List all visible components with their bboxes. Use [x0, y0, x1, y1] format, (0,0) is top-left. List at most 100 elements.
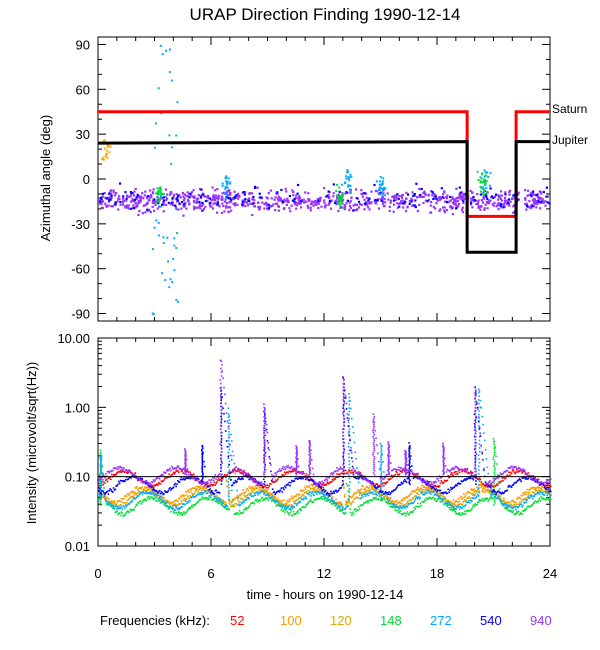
intensity-point-272khz [134, 498, 137, 500]
intensity-point-100khz [319, 488, 322, 490]
intensity-point-100khz [509, 501, 511, 504]
intensity-point-52khz [221, 478, 224, 480]
azimuth-point-940khz [279, 199, 282, 202]
intensity-point-272khz [115, 505, 117, 507]
intensity-point-540khz [180, 476, 183, 479]
intensity-point-148khz [157, 499, 159, 502]
intensity-point-272khz [351, 426, 354, 428]
azimuth-point-940khz [267, 208, 270, 211]
intensity-point-52khz [357, 473, 360, 476]
intensity-point-272khz [541, 491, 543, 494]
intensity-point-272khz [166, 505, 169, 508]
intensity-point-100khz [176, 500, 178, 502]
intensity-point-540khz [456, 483, 459, 485]
intensity-point-120khz [397, 506, 400, 508]
intensity-point-148khz [100, 457, 103, 460]
intensity-point-540khz [173, 484, 176, 486]
intensity-point-148khz [358, 508, 361, 511]
intensity-point-120khz [428, 490, 430, 493]
intensity-point-120khz [273, 498, 276, 501]
intensity-point-148khz [493, 469, 496, 472]
intensity-point-148khz [435, 500, 437, 503]
azimuth-point-940khz [460, 208, 464, 211]
azimuth-point-940khz [195, 197, 198, 200]
intensity-point-272khz [99, 474, 101, 477]
intensity-point-120khz [522, 498, 524, 501]
intensity-point-52khz [272, 481, 275, 483]
intensity-point-52khz [302, 470, 304, 473]
intensity-point-540khz [516, 479, 519, 482]
azimuth-point-940khz [307, 199, 311, 203]
intensity-point-272khz [125, 505, 128, 508]
azimuth-point-940khz [180, 207, 183, 210]
intensity-point-272khz [320, 491, 323, 494]
azimuth-point-940khz [486, 202, 490, 205]
intensity-point-100khz [537, 487, 540, 489]
intensity-point-148khz [340, 510, 343, 512]
azimuth-point-940khz [365, 201, 368, 204]
azimuth-point-272khz [176, 232, 179, 235]
intensity-point-52khz [386, 480, 389, 483]
intensity-point-272khz [370, 492, 372, 494]
intensity-point-540khz [196, 477, 198, 480]
intensity-point-272khz [177, 508, 179, 511]
intensity-point-52khz [162, 480, 164, 482]
intensity-point-540khz [343, 390, 346, 392]
intensity-point-120khz [264, 491, 267, 493]
intensity-point-100khz [264, 488, 266, 491]
intensity-point-52khz [496, 483, 498, 485]
intensity-point-148khz [197, 500, 200, 502]
azimuth-point-540khz [130, 207, 133, 210]
intensity-point-52khz [350, 469, 353, 472]
intensity-point-540khz [224, 420, 226, 423]
intensity-point-148khz [388, 502, 390, 505]
intensity-point-540khz [343, 397, 345, 399]
intensity-point-272khz [448, 501, 450, 504]
intensity-point-148khz [99, 471, 102, 474]
intensity-point-120khz [379, 492, 382, 494]
intensity-point-272khz [224, 506, 226, 509]
intensity-point-540khz [193, 477, 196, 479]
azimuth-point-940khz [181, 191, 184, 195]
azimuth-point-940khz [214, 199, 217, 202]
azimuth-point-940khz [422, 201, 425, 205]
intensity-point-120khz [356, 496, 358, 499]
azimuth-point-940khz [348, 201, 351, 204]
intensity-point-100khz [452, 499, 455, 502]
intensity-point-272khz [460, 507, 463, 509]
intensity-point-120khz [256, 490, 258, 493]
intensity-point-272khz [336, 502, 338, 505]
azimuth-point-940khz [141, 192, 144, 195]
intensity-point-272khz [361, 494, 363, 497]
azimuth-point-940khz [214, 194, 218, 197]
azimuth-point-940khz [135, 197, 138, 201]
azimuth-point-940khz [483, 208, 486, 211]
intensity-point-540khz [162, 493, 164, 496]
intensity-point-148khz [144, 498, 146, 500]
intensity-point-148khz [335, 504, 337, 507]
azimuth-point-940khz [443, 206, 446, 209]
azimuth-point-940khz [438, 209, 441, 212]
intensity-point-272khz [549, 494, 551, 497]
intensity-point-272khz [149, 493, 151, 495]
intensity-point-272khz [189, 500, 191, 502]
azimuth-point-940khz [374, 201, 377, 204]
intensity-point-120khz [470, 497, 472, 499]
intensity-point-100khz [526, 488, 529, 491]
intensity-point-540khz [201, 466, 204, 468]
intensity-point-540khz [220, 415, 222, 418]
intensity-point-100khz [237, 496, 240, 499]
azimuth-point-940khz [433, 192, 436, 196]
azimuth-point-940khz [493, 201, 496, 204]
azimuth-point-940khz [456, 199, 460, 202]
intensity-point-100khz [451, 502, 454, 505]
intensity-point-272khz [151, 491, 154, 494]
intensity-point-120khz [123, 502, 125, 504]
intensity-point-100khz [367, 487, 370, 489]
intensity-point-52khz [502, 479, 504, 482]
intensity-point-540khz [186, 477, 189, 480]
intensity-point-540khz [425, 483, 428, 486]
intensity-point-100khz [314, 486, 317, 488]
azimuth-point-940khz [133, 190, 136, 193]
azimuth-point-940khz [476, 201, 480, 205]
